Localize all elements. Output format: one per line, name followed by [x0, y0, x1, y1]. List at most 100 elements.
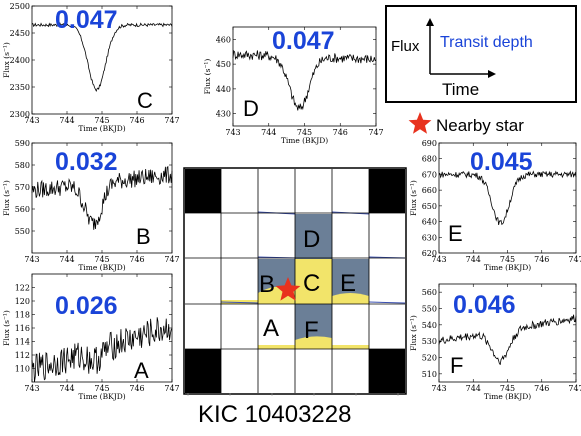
light-curve-panel-A: 743 744 745 746 747 110 112 114 116 118 120 122 Time… [2, 273, 180, 401]
x-tick-label: 745 [500, 255, 515, 264]
corner-pixel-br [369, 349, 405, 393]
corner-pixel-tl [185, 169, 221, 213]
x-tick-label: 746 [534, 384, 549, 393]
y-tick-label: 430 [216, 110, 231, 119]
plot-frame [31, 273, 173, 383]
y-tick-label: 530 [422, 337, 437, 346]
y-tick-label: 450 [216, 60, 231, 69]
y-tick-label: 670 [422, 170, 437, 179]
y-tick-label: 550 [15, 227, 30, 236]
y-tick-label: 680 [422, 155, 437, 164]
y-tick-label: 440 [216, 85, 231, 94]
arrow-up-icon [426, 18, 434, 26]
x-tick-label: 746 [534, 255, 549, 264]
x-tick-label: 745 [94, 116, 109, 125]
x-tick-label: 747 [164, 384, 179, 393]
x-tick-label: 745 [94, 255, 109, 264]
figure-title: KIC 10403228 [198, 401, 351, 428]
light-curve-panels: 743 744 745 746 747 2300 2350 2400 2450 2500 Time … [2, 2, 581, 401]
x-tick-label: 744 [59, 116, 74, 125]
flux-fill-row4-right [332, 345, 369, 349]
y-tick-label: 590 [15, 139, 30, 148]
x-tick-label: 747 [568, 255, 581, 264]
y-tick-label: 570 [15, 183, 30, 192]
y-axis-label: Flux (s⁻¹) [2, 310, 11, 346]
x-tick-label: 743 [431, 255, 446, 264]
grid-label-E: E [340, 270, 356, 297]
x-tick-label: 743 [24, 116, 39, 125]
x-tick-label: 744 [59, 255, 74, 264]
y-axis-label: Flux (s⁻¹) [409, 180, 418, 216]
y-tick-label: 550 [422, 305, 437, 314]
light-curve-panel-E: 743 744 745 746 747 620 630 640 650 660 670 680 690 T… [409, 139, 581, 272]
y-tick-label: 620 [422, 249, 437, 258]
panel-label: F [450, 353, 463, 378]
x-axis-label: Time (BKJD) [78, 124, 125, 133]
light-curve-series [438, 314, 577, 366]
y-tick-label: 120 [15, 297, 30, 306]
pixel-grid: D B C E A F [183, 167, 407, 396]
flux-fill-row4-mid [295, 336, 332, 349]
light-curve-panel-F: 743 744 745 746 747 510 520 530 540 550 560 Time (B… [409, 283, 581, 401]
aperture-pixel-C [295, 259, 332, 304]
grid-label-C: C [303, 270, 320, 297]
x-tick-label: 743 [24, 384, 39, 393]
legend-box: Flux Transit depth Time [385, 5, 577, 103]
plot-frame [438, 142, 577, 254]
y-tick-label: 640 [422, 218, 437, 227]
y-tick-label: 112 [15, 351, 30, 360]
transit-depth-value: 0.046 [453, 291, 516, 319]
transit-depth-value: 0.026 [55, 292, 118, 320]
x-tick-label: 744 [261, 128, 276, 137]
panel-label: C [137, 88, 153, 113]
y-tick-label: 540 [422, 321, 437, 330]
x-tick-label: 747 [164, 255, 179, 264]
y-axis-label: Flux (s⁻¹) [2, 42, 11, 78]
x-tick-label: 746 [129, 384, 144, 393]
y-tick-label: 118 [15, 311, 30, 320]
panel-label: B [136, 224, 151, 249]
flux-fill-row3-right [332, 293, 369, 304]
x-tick-label: 747 [164, 116, 179, 125]
aperture-pixel-D [295, 214, 332, 259]
panel-label: A [134, 358, 149, 383]
light-curve-series [438, 170, 577, 226]
x-axis-label: Time (BKJD) [78, 392, 125, 401]
panel-label: E [448, 221, 463, 246]
x-tick-label: 746 [129, 116, 144, 125]
y-tick-label: 2300 [10, 110, 30, 119]
x-axis-label: Time (BKJD) [484, 392, 531, 401]
x-tick-label: 745 [500, 384, 515, 393]
y-tick-label: 560 [422, 288, 437, 297]
x-tick-label: 743 [431, 384, 446, 393]
plot-frame [438, 283, 577, 383]
transit-depth-value: 0.047 [272, 27, 335, 55]
y-tick-label: 630 [422, 233, 437, 242]
light-curve-panel-B: 743 744 745 746 747 550 560 570 580 590 Time (BKJD… [2, 139, 180, 272]
light-curve-series [31, 165, 173, 230]
y-axis-label: Flux (s⁻¹) [2, 180, 11, 216]
x-axis-label: Time (BKJD) [281, 136, 328, 145]
nearby-star-legend: Nearby star [408, 112, 524, 135]
x-tick-label: 747 [568, 384, 581, 393]
y-tick-label: 510 [422, 370, 437, 379]
light-curve-series [232, 49, 377, 111]
plot-frame [232, 26, 377, 127]
nearby-star-marker [275, 277, 301, 301]
y-tick-label: 116 [15, 324, 30, 333]
x-axis-label: Time (BKJD) [78, 263, 125, 272]
x-tick-label: 744 [466, 384, 481, 393]
nearby-star-label: Nearby star [436, 116, 524, 135]
y-tick-label: 110 [15, 365, 30, 374]
transit-depth-value: 0.047 [55, 6, 118, 34]
legend-time-label: Time [442, 80, 479, 99]
x-tick-label: 743 [24, 255, 39, 264]
grid-label-B: B [259, 271, 275, 298]
legend-flux-label: Flux [391, 38, 420, 55]
x-axis-label: Time (BKJD) [484, 263, 531, 272]
y-tick-label: 690 [422, 139, 437, 148]
grid-label-D: D [303, 226, 320, 253]
y-tick-label: 114 [15, 338, 30, 347]
x-tick-label: 744 [59, 384, 74, 393]
